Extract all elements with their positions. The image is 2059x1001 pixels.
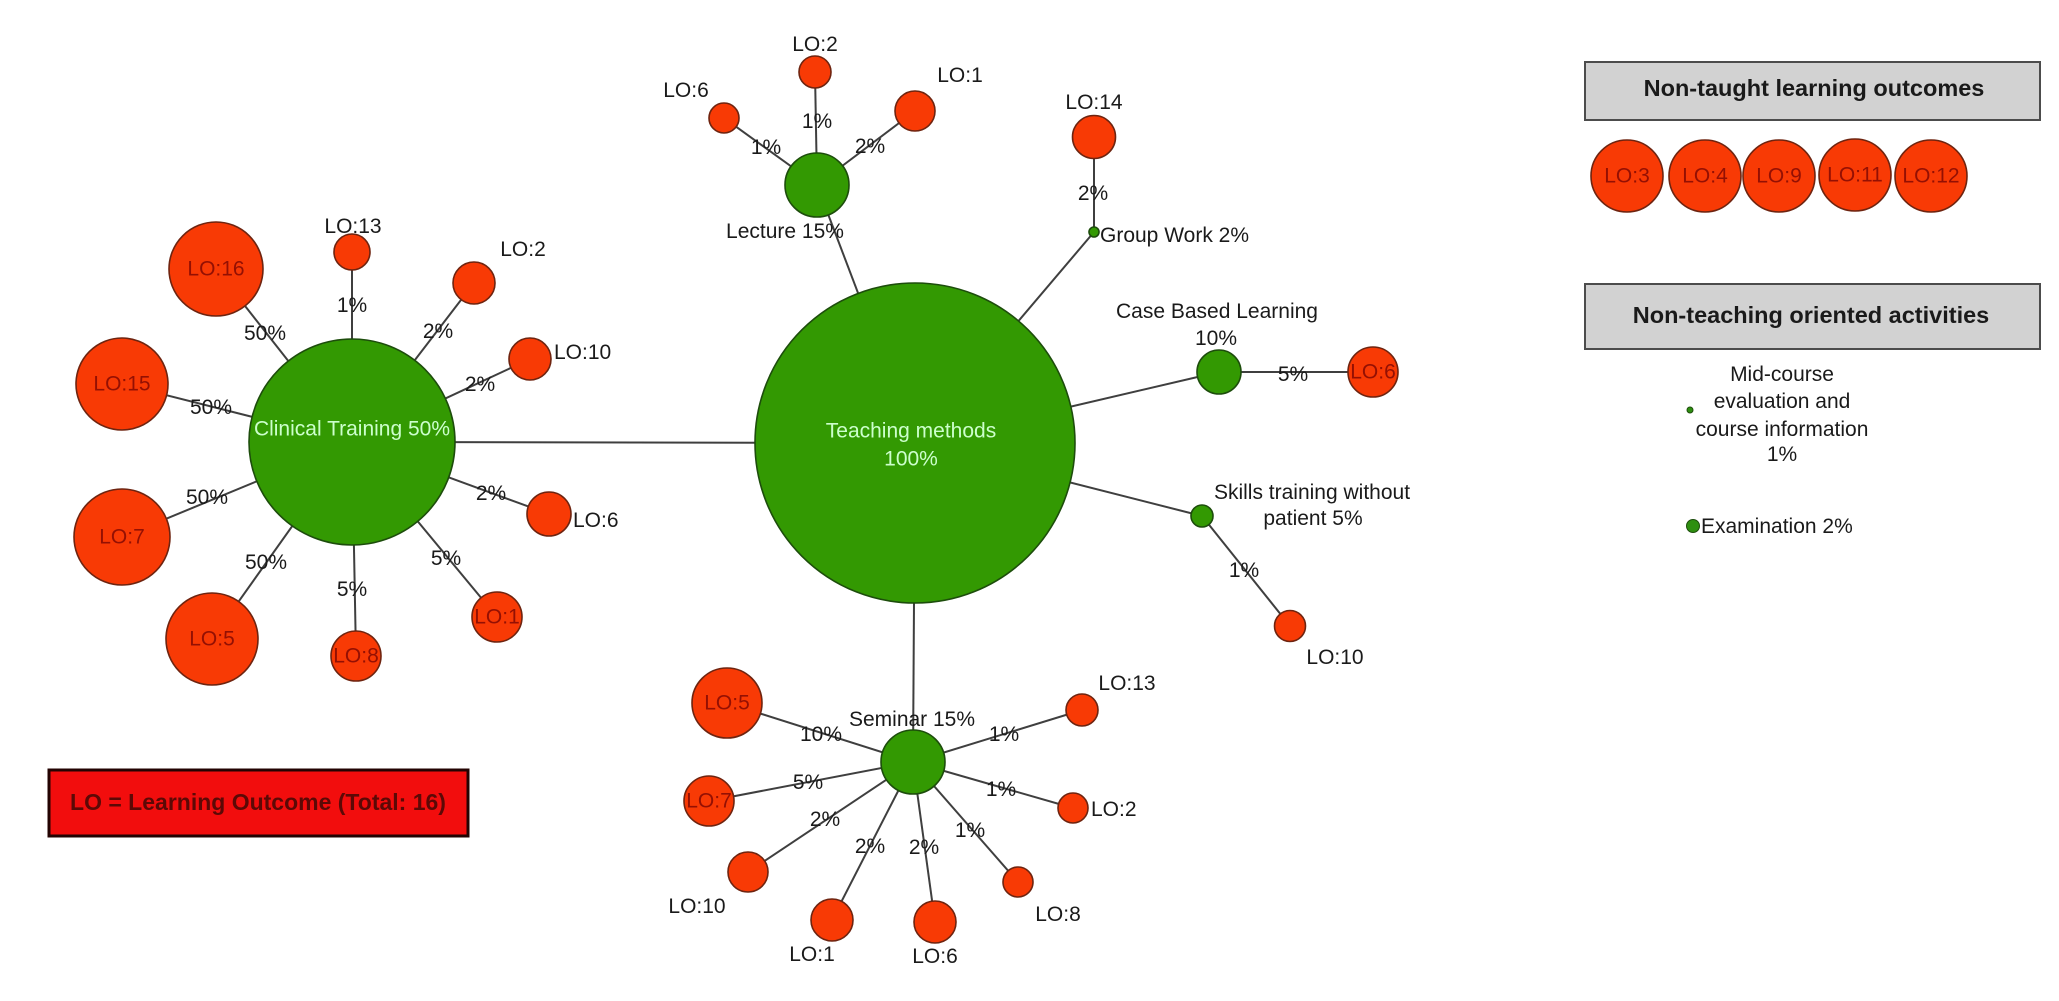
svg-text:LO:12: LO:12 — [1902, 165, 1959, 188]
svg-text:LO:7: LO:7 — [99, 526, 145, 549]
svg-text:1%: 1% — [337, 294, 367, 317]
svg-text:LO:11: LO:11 — [1827, 164, 1883, 187]
svg-text:1%: 1% — [751, 136, 781, 159]
svg-text:LO:15: LO:15 — [93, 373, 150, 396]
svg-text:LO:1: LO:1 — [937, 64, 983, 87]
svg-text:Teaching methods: Teaching methods — [826, 420, 996, 443]
svg-text:LO:5: LO:5 — [704, 692, 750, 715]
svg-text:100%: 100% — [884, 448, 938, 471]
svg-text:Mid-course: Mid-course — [1730, 363, 1834, 386]
svg-text:2%: 2% — [476, 482, 506, 505]
svg-text:1%: 1% — [1229, 559, 1259, 582]
svg-text:course information: course information — [1696, 418, 1869, 441]
svg-text:2%: 2% — [423, 320, 453, 343]
svg-text:LO:1: LO:1 — [474, 606, 520, 629]
svg-text:LO = Learning Outcome (Total:: LO = Learning Outcome (Total: 16) — [70, 789, 446, 815]
svg-text:50%: 50% — [244, 322, 286, 345]
svg-text:5%: 5% — [1278, 363, 1308, 386]
svg-text:LO:9: LO:9 — [1756, 165, 1802, 188]
svg-text:LO:2: LO:2 — [500, 238, 546, 261]
svg-text:Case Based Learning: Case Based Learning — [1116, 300, 1318, 323]
svg-text:2%: 2% — [855, 135, 885, 158]
svg-text:LO:2: LO:2 — [1091, 798, 1137, 821]
svg-text:LO:5: LO:5 — [189, 628, 235, 651]
svg-text:1%: 1% — [986, 778, 1016, 801]
svg-text:LO:7: LO:7 — [686, 790, 732, 813]
svg-text:Examination 2%: Examination 2% — [1701, 515, 1853, 538]
svg-text:LO:2: LO:2 — [792, 33, 838, 56]
svg-text:evaluation and: evaluation and — [1714, 390, 1851, 413]
svg-text:LO:10: LO:10 — [1306, 646, 1363, 669]
svg-text:Lecture 15%: Lecture 15% — [726, 220, 844, 243]
svg-text:LO:4: LO:4 — [1682, 165, 1728, 188]
svg-text:LO:16: LO:16 — [187, 258, 244, 281]
svg-text:Seminar 15%: Seminar 15% — [849, 708, 975, 731]
svg-text:LO:6: LO:6 — [663, 79, 709, 102]
svg-text:LO:6: LO:6 — [573, 509, 619, 532]
svg-text:LO:10: LO:10 — [554, 341, 611, 364]
svg-text:Non-teaching oriented activiti: Non-teaching oriented activities — [1633, 302, 1989, 328]
svg-text:2%: 2% — [855, 835, 885, 858]
svg-text:50%: 50% — [245, 551, 287, 574]
svg-text:5%: 5% — [431, 547, 461, 570]
svg-text:LO:6: LO:6 — [1350, 361, 1396, 384]
svg-text:Clinical Training 50%: Clinical Training 50% — [254, 418, 450, 441]
svg-text:10%: 10% — [800, 723, 842, 746]
svg-text:LO:3: LO:3 — [1604, 165, 1650, 188]
svg-text:1%: 1% — [802, 110, 832, 133]
svg-text:2%: 2% — [465, 373, 495, 396]
svg-text:LO:13: LO:13 — [324, 215, 381, 238]
svg-text:1%: 1% — [955, 819, 985, 842]
svg-text:LO:10: LO:10 — [668, 895, 725, 918]
svg-text:1%: 1% — [1767, 443, 1797, 466]
svg-text:5%: 5% — [337, 578, 367, 601]
svg-text:2%: 2% — [1078, 182, 1108, 205]
svg-text:1%: 1% — [989, 723, 1019, 746]
svg-text:LO:8: LO:8 — [333, 645, 379, 668]
svg-text:5%: 5% — [793, 771, 823, 794]
svg-text:LO:1: LO:1 — [789, 943, 835, 966]
svg-text:Skills training without: Skills training without — [1214, 481, 1410, 504]
svg-text:LO:13: LO:13 — [1098, 672, 1155, 695]
svg-text:2%: 2% — [909, 836, 939, 859]
svg-text:50%: 50% — [190, 396, 232, 419]
svg-text:LO:6: LO:6 — [912, 945, 958, 968]
svg-text:LO:8: LO:8 — [1035, 903, 1081, 926]
svg-text:Group Work 2%: Group Work 2% — [1100, 224, 1249, 247]
svg-text:patient 5%: patient 5% — [1263, 507, 1362, 530]
svg-text:2%: 2% — [810, 808, 840, 831]
svg-text:LO:14: LO:14 — [1065, 91, 1123, 114]
svg-text:Non-taught learning outcomes: Non-taught learning outcomes — [1644, 75, 1985, 101]
svg-text:50%: 50% — [186, 486, 228, 509]
svg-text:10%: 10% — [1195, 327, 1237, 350]
